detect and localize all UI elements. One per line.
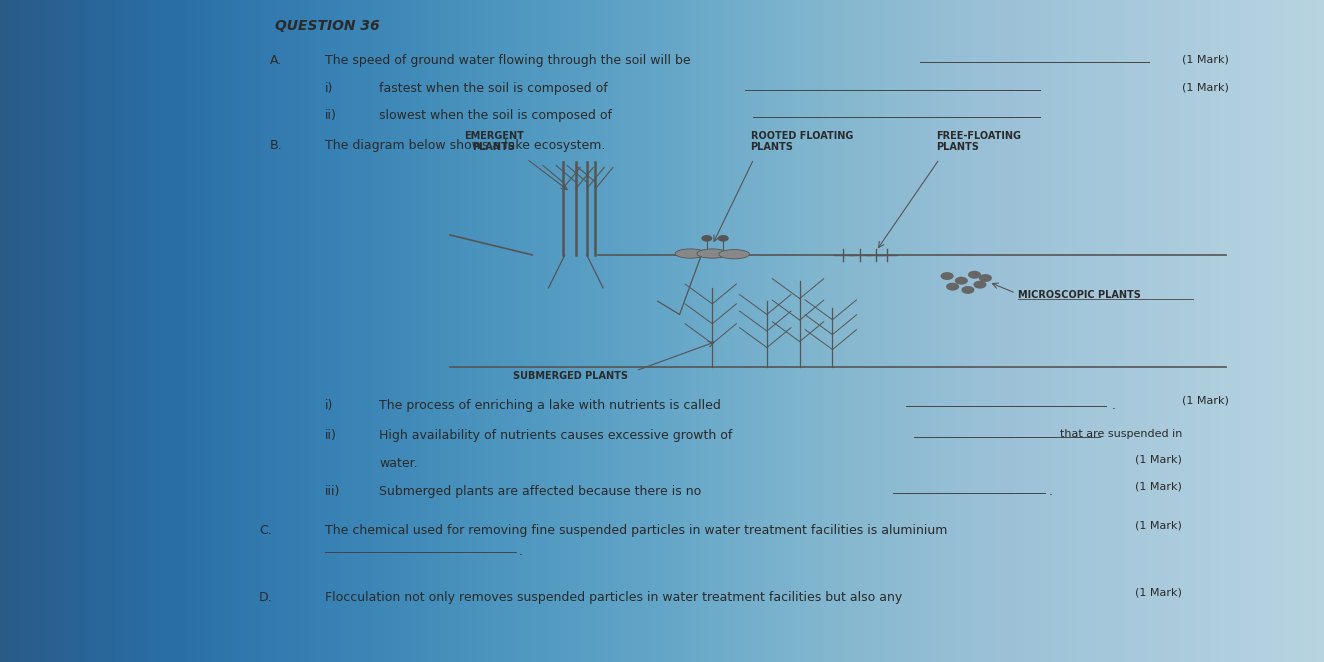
Text: The chemical used for removing fine suspended particles in water treatment facil: The chemical used for removing fine susp… — [324, 524, 947, 538]
Text: Submerged plants are affected because there is no: Submerged plants are affected because th… — [379, 485, 702, 498]
Text: The process of enriching a lake with nutrients is called: The process of enriching a lake with nut… — [379, 399, 722, 412]
Text: High availability of nutrients causes excessive growth of: High availability of nutrients causes ex… — [379, 429, 732, 442]
Text: iii): iii) — [324, 485, 340, 498]
Circle shape — [940, 272, 953, 280]
Text: The diagram below shows a lake ecosystem.: The diagram below shows a lake ecosystem… — [324, 139, 605, 152]
Text: i): i) — [324, 82, 332, 95]
Text: (1 Mark): (1 Mark) — [1182, 54, 1229, 64]
Text: (1 Mark): (1 Mark) — [1135, 481, 1182, 491]
Text: (1 Mark): (1 Mark) — [1182, 395, 1229, 405]
Circle shape — [968, 271, 981, 279]
Text: slowest when the soil is composed of: slowest when the soil is composed of — [379, 109, 612, 122]
Text: ii): ii) — [324, 109, 336, 122]
Circle shape — [702, 235, 712, 242]
Text: water.: water. — [379, 457, 418, 470]
Ellipse shape — [675, 249, 706, 258]
Ellipse shape — [696, 249, 728, 258]
Text: that are suspended in: that are suspended in — [1059, 429, 1182, 439]
Text: QUESTION 36: QUESTION 36 — [275, 19, 380, 32]
Circle shape — [947, 283, 959, 291]
Text: ii): ii) — [324, 429, 336, 442]
Text: The speed of ground water flowing through the soil will be: The speed of ground water flowing throug… — [324, 54, 690, 68]
Text: .: . — [1112, 399, 1116, 412]
Text: (1 Mark): (1 Mark) — [1135, 587, 1182, 597]
Text: SUBMERGED PLANTS: SUBMERGED PLANTS — [512, 371, 628, 381]
Text: (1 Mark): (1 Mark) — [1182, 82, 1229, 92]
Text: .: . — [519, 545, 523, 559]
Circle shape — [955, 277, 968, 285]
Text: D.: D. — [260, 591, 273, 604]
Text: i): i) — [324, 399, 332, 412]
Text: fastest when the soil is composed of: fastest when the soil is composed of — [379, 82, 608, 95]
Ellipse shape — [719, 250, 749, 259]
Circle shape — [961, 286, 974, 294]
Text: EMERGENT
PLANTS: EMERGENT PLANTS — [463, 132, 524, 152]
Text: C.: C. — [260, 524, 271, 538]
Circle shape — [978, 274, 992, 282]
Text: Flocculation not only removes suspended particles in water treatment facilities : Flocculation not only removes suspended … — [324, 591, 902, 604]
Text: (1 Mark): (1 Mark) — [1135, 521, 1182, 531]
Circle shape — [973, 281, 986, 289]
Text: B.: B. — [270, 139, 282, 152]
Text: FREE-FLOATING
PLANTS: FREE-FLOATING PLANTS — [936, 132, 1021, 152]
Text: MICROSCOPIC PLANTS: MICROSCOPIC PLANTS — [1018, 289, 1141, 300]
Circle shape — [718, 235, 728, 242]
Text: (1 Mark): (1 Mark) — [1135, 454, 1182, 464]
Text: A.: A. — [270, 54, 282, 68]
Text: ROOTED FLOATING
PLANTS: ROOTED FLOATING PLANTS — [751, 132, 853, 152]
Text: .: . — [1049, 485, 1053, 498]
